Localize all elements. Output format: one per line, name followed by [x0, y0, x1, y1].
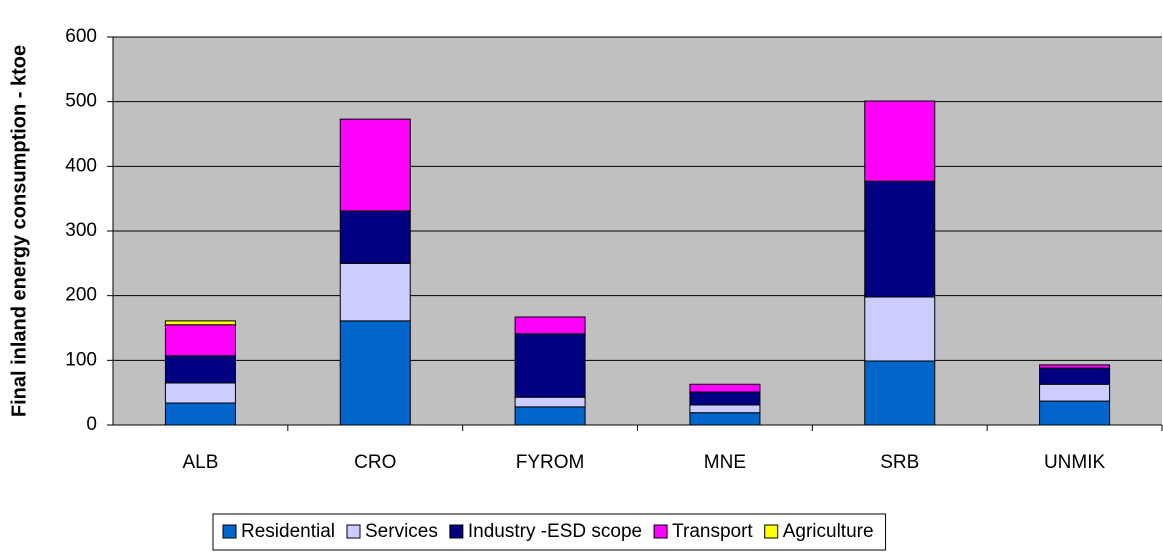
legend-swatch — [346, 524, 361, 539]
legend-label: Transport — [672, 521, 753, 542]
bar-segment — [1039, 400, 1111, 426]
bar-segment — [1039, 367, 1111, 385]
bar-segment — [514, 396, 586, 408]
bar-segment — [689, 404, 761, 414]
bar-segment — [339, 320, 411, 426]
bar-segment — [689, 383, 761, 393]
y-axis-label: Final inland energy consumption - ktoe — [8, 45, 30, 417]
bar-segment — [864, 180, 936, 298]
y-tick-label: 0 — [86, 414, 97, 435]
bar-segment — [164, 382, 236, 404]
bar-segment — [864, 296, 936, 362]
bar-segment — [164, 324, 236, 357]
y-tick-label: 600 — [65, 26, 97, 47]
legend-swatch — [764, 524, 779, 539]
x-tick-label: FYROM — [516, 452, 585, 473]
bar-segment — [164, 320, 236, 326]
bar-segment — [514, 316, 586, 335]
y-tick-label: 400 — [65, 155, 97, 176]
y-tick-label: 300 — [65, 220, 97, 241]
bar-segment — [1039, 383, 1111, 402]
bar-segment — [339, 262, 411, 322]
bar-segment — [164, 355, 236, 384]
y-tick-label: 500 — [65, 91, 97, 112]
bar-segment — [689, 412, 761, 426]
y-tick-label: 200 — [65, 285, 97, 306]
y-tick-label: 100 — [65, 349, 97, 370]
bar-segment — [689, 391, 761, 406]
x-tick-label: SRB — [880, 452, 919, 473]
legend-label: Residential — [241, 521, 335, 542]
bar-segment — [514, 406, 586, 426]
x-tick-label: CRO — [354, 452, 396, 473]
bar-segment — [514, 333, 586, 398]
x-tick-label: MNE — [704, 452, 746, 473]
bar-segment — [339, 118, 411, 212]
bar-segment — [339, 210, 411, 264]
legend-swatch — [222, 524, 237, 539]
legend-swatch — [653, 524, 668, 539]
legend-label: Services — [365, 521, 438, 542]
legend-label: Industry -ESD scope — [468, 521, 642, 542]
bar-segment — [1039, 364, 1111, 369]
x-tick-label: ALB — [182, 452, 218, 473]
legend-label: Agriculture — [783, 521, 874, 542]
bar-segment — [864, 100, 936, 182]
legend-swatch — [449, 524, 464, 539]
bar-segment — [164, 402, 236, 426]
bar-segment — [864, 360, 936, 426]
x-tick-label: UNMIK — [1044, 452, 1106, 473]
